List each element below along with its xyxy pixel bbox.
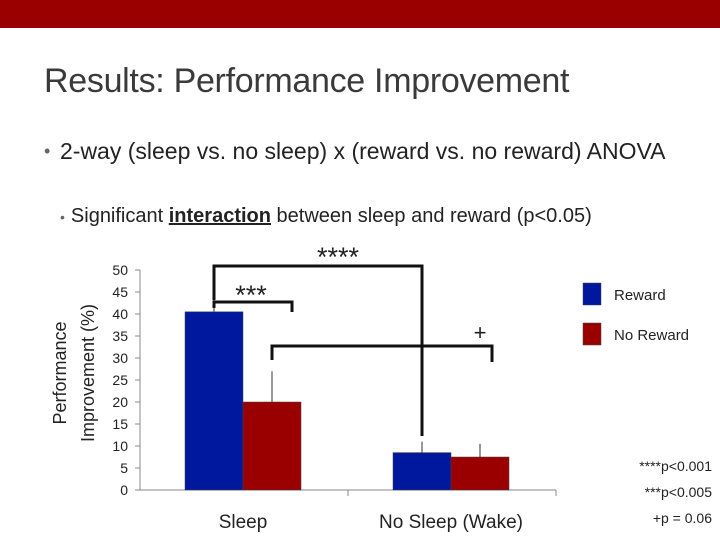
bullet-interaction-pre: Significant xyxy=(70,205,169,227)
footnote-p006: +p = 0.06 xyxy=(652,510,712,526)
bullet-interaction-emphasis: interaction xyxy=(168,205,271,227)
y-tick-label: 10 xyxy=(112,438,128,454)
x-category-label: Sleep xyxy=(219,512,268,533)
legend-swatch xyxy=(582,322,602,346)
bracket-sleep-reward-vs-sleep-noreward xyxy=(212,300,294,312)
bullet-dot-icon: • xyxy=(44,141,51,161)
bracket-sleep-reward-vs-wake-reward xyxy=(212,264,424,436)
bar xyxy=(392,452,452,491)
bracket-sleep-noreward-vs-wake-reward xyxy=(270,344,494,362)
footnote-p0005: ***p<0.005 xyxy=(644,484,712,500)
y-tick-label: 45 xyxy=(112,284,128,300)
slide-title: Results: Performance Improvement xyxy=(44,62,570,100)
legend-label: No Reward xyxy=(614,327,689,344)
legend-label: Reward xyxy=(614,287,666,304)
y-tick-label: 15 xyxy=(112,416,128,432)
y-axis-label-line2: Improvement (%) xyxy=(78,304,98,442)
bullet-interaction-post: between sleep and reward (p<0.05) xyxy=(271,205,592,227)
bar xyxy=(450,456,510,491)
y-axis-label-line1: Performance xyxy=(50,321,70,424)
significance-label: **** xyxy=(317,242,360,272)
y-tick-label: 20 xyxy=(112,394,128,410)
bullet-dot-icon: • xyxy=(60,209,65,225)
top-banner xyxy=(0,0,720,28)
footnote-p0001: ****p<0.001 xyxy=(639,458,712,474)
y-tick-label: 50 xyxy=(112,262,128,278)
bullet-anova-text: 2-way (sleep vs. no sleep) x (reward vs.… xyxy=(60,138,666,164)
y-tick-label: 30 xyxy=(112,350,128,366)
bar xyxy=(242,401,302,491)
bullet-interaction: • Significant interaction between sleep a… xyxy=(60,205,592,228)
significance-label: *** xyxy=(235,280,267,310)
y-tick-label: 35 xyxy=(112,328,128,344)
x-category-label: No Sleep (Wake) xyxy=(379,512,523,533)
y-tick-label: 0 xyxy=(120,482,128,498)
significance-label: + xyxy=(474,320,487,345)
y-tick-label: 5 xyxy=(120,460,128,476)
bar xyxy=(184,311,244,491)
y-tick-label: 25 xyxy=(112,372,128,388)
legend-swatch xyxy=(582,282,602,306)
bullet-anova: • 2-way (sleep vs. no sleep) x (reward v… xyxy=(44,136,704,166)
y-tick-label: 40 xyxy=(112,306,128,322)
